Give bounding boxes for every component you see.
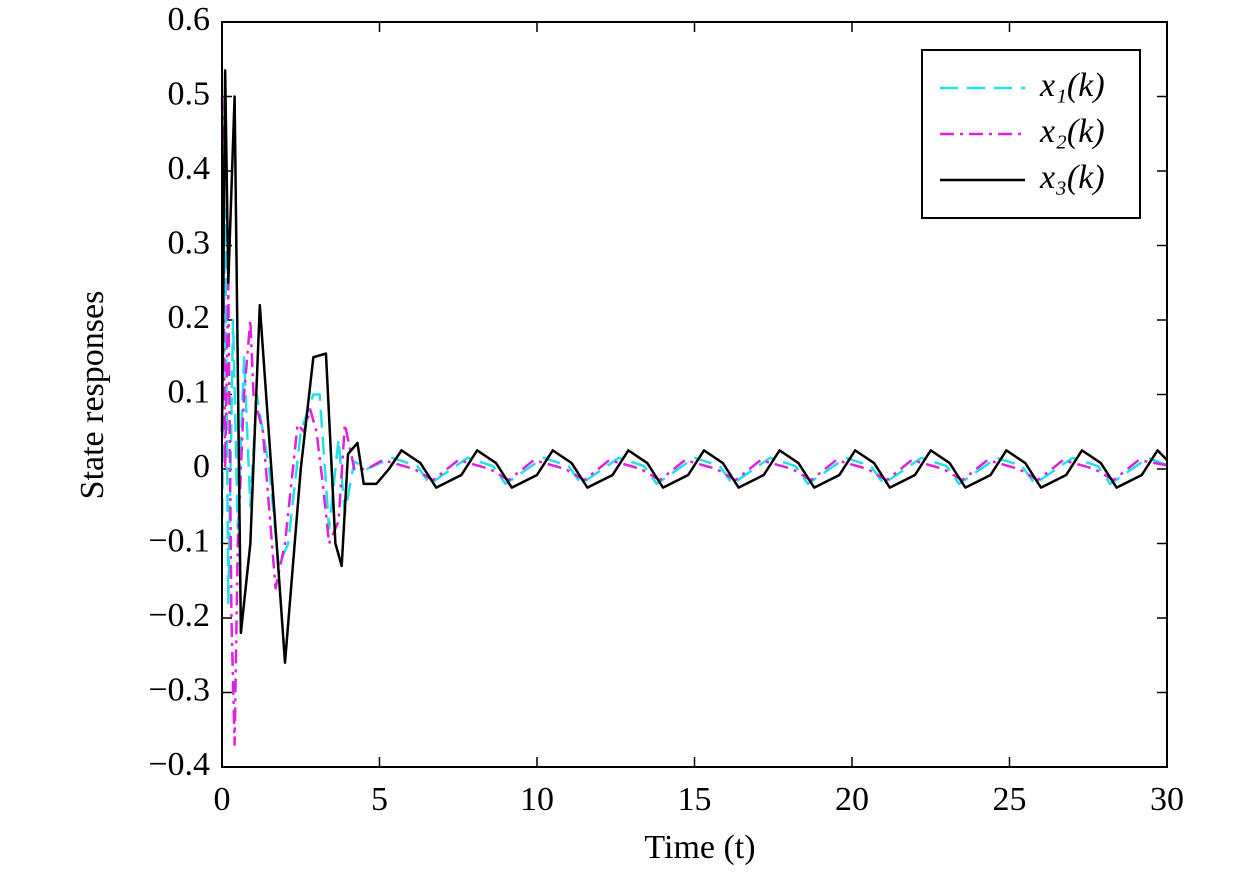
x-tick-label: 15 — [678, 781, 712, 818]
x-tick-label: 25 — [993, 781, 1027, 818]
x-tick-label: 30 — [1150, 781, 1184, 818]
y-tick-label: 0.5 — [168, 75, 211, 112]
x-tick-label: 20 — [835, 781, 869, 818]
y-tick-label: 0.2 — [168, 299, 211, 336]
series-line — [220, 207, 1168, 605]
y-tick-label: −0.1 — [148, 522, 210, 559]
series-line — [220, 69, 1168, 664]
y-tick-label: 0.1 — [168, 373, 211, 410]
y-tick-label: −0.2 — [148, 597, 210, 634]
x-tick-label: 10 — [520, 781, 554, 818]
y-tick-label: 0 — [193, 448, 210, 485]
legend-label: x₁(k) — [1039, 67, 1105, 104]
legend-box — [921, 49, 1141, 219]
y-tick-label: −0.3 — [148, 671, 210, 708]
legend-label: x₃(k) — [1039, 159, 1105, 196]
x-axis-label: Time (t) — [644, 829, 755, 866]
y-tick-label: −0.4 — [148, 746, 210, 783]
plot-frame — [221, 21, 1168, 768]
series-line — [220, 96, 1168, 746]
x-tick-label: 0 — [214, 781, 231, 818]
x-tick-label: 5 — [371, 781, 388, 818]
legend-label: x₂(k) — [1039, 113, 1105, 150]
y-tick-label: 0.3 — [168, 224, 211, 261]
y-axis-label: State responses — [74, 291, 111, 500]
y-tick-label: 0.6 — [168, 1, 211, 38]
y-tick-label: 0.4 — [168, 150, 211, 187]
